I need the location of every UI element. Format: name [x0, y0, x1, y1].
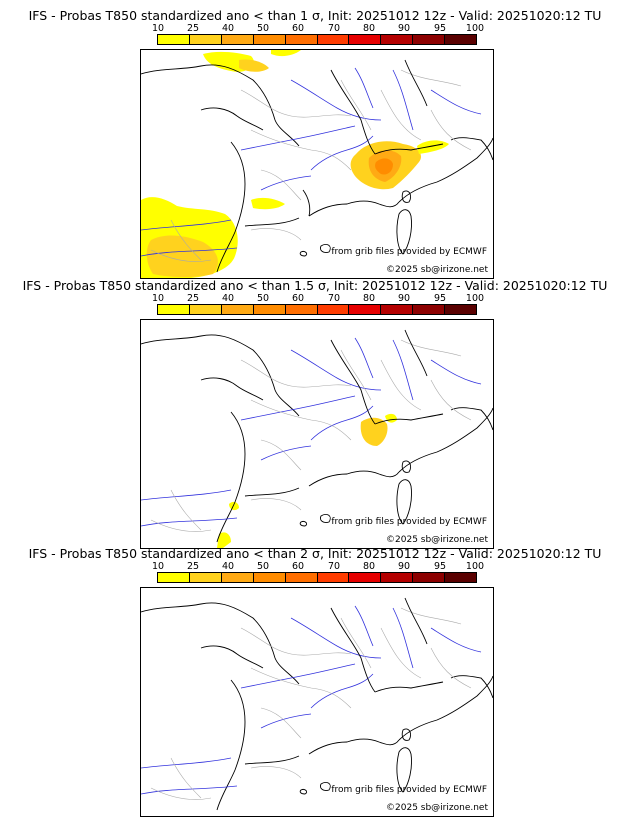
legend-tick: 100: [465, 561, 485, 572]
legend-tick: 80: [362, 293, 376, 304]
coastlines: [141, 334, 493, 543]
coastlines: [141, 64, 493, 273]
legend-tick: 10: [151, 23, 165, 34]
admin-borders: [150, 69, 472, 262]
legend-swatch: [285, 305, 318, 314]
legend-swatch: [445, 573, 477, 582]
legend-tick: 90: [397, 293, 411, 304]
legend-tick: 40: [221, 23, 235, 34]
admin-borders: [150, 339, 472, 532]
legend-swatch: [253, 305, 286, 314]
legend-swatch: [253, 573, 286, 582]
legend-tick: 90: [397, 561, 411, 572]
legend-tick: 10: [151, 561, 165, 572]
legend-swatch: [189, 305, 222, 314]
legend-swatch: [381, 305, 414, 314]
forecast-panel-2sigma: IFS - Probas T850 standardized ano < tha…: [0, 546, 630, 817]
coastlines: [141, 602, 493, 811]
legend-tick: 90: [397, 23, 411, 34]
legend-tick: 60: [291, 293, 305, 304]
legend-tick: 25: [186, 23, 200, 34]
legend-tick: 10: [151, 293, 165, 304]
legend-swatch: [445, 305, 477, 314]
panel-title: IFS - Probas T850 standardized ano < tha…: [22, 278, 608, 293]
legend-tick: 95: [433, 293, 447, 304]
forecast-panel-1-5sigma: IFS - Probas T850 standardized ano < tha…: [0, 278, 630, 549]
legend-tick: 95: [433, 561, 447, 572]
panel-title: IFS - Probas T850 standardized ano < tha…: [28, 8, 602, 23]
legend-swatch: [317, 305, 350, 314]
legend-tick-labels: 10 25 40 50 60 70 80 90 95 100: [152, 561, 484, 572]
legend-colorbar: [157, 34, 477, 45]
legend-swatch: [158, 305, 190, 314]
legend-swatch: [349, 305, 382, 314]
admin-borders: [150, 607, 472, 800]
legend-tick: 50: [256, 23, 270, 34]
legend-colorbar: [157, 304, 477, 315]
legend-tick: 95: [433, 23, 447, 34]
legend-tick: 40: [221, 561, 235, 572]
legend-colorbar: [157, 572, 477, 583]
probability-map: from grib files provided by ECMWF ©2025 …: [140, 587, 494, 817]
legend-tick: 80: [362, 23, 376, 34]
rivers: [141, 605, 482, 795]
panel-title: IFS - Probas T850 standardized ano < tha…: [28, 546, 602, 561]
legend-tick-labels: 10 25 40 50 60 70 80 90 95 100: [152, 293, 484, 304]
legend-tick: 100: [465, 293, 485, 304]
copyright: ©2025 sb@irizone.net: [386, 265, 488, 275]
map-graphic: [141, 329, 493, 548]
legend-tick: 100: [465, 23, 485, 34]
data-credit: from grib files provided by ECMWF: [331, 247, 487, 257]
legend-tick: 70: [327, 293, 341, 304]
legend-swatch: [317, 573, 350, 582]
probability-map: from grib files provided by ECMWF ©2025 …: [140, 49, 494, 279]
legend-swatch: [445, 35, 477, 44]
legend-swatch: [349, 35, 382, 44]
legend-tick: 25: [186, 561, 200, 572]
probability-areas: [141, 50, 449, 278]
legend-swatch: [317, 35, 350, 44]
legend-swatch: [413, 35, 446, 44]
probability-map: from grib files provided by ECMWF ©2025 …: [140, 319, 494, 549]
legend-tick: 40: [221, 293, 235, 304]
legend-swatch: [189, 35, 222, 44]
forecast-panel-1sigma: IFS - Probas T850 standardized ano < tha…: [0, 8, 630, 279]
legend-tick: 80: [362, 561, 376, 572]
copyright: ©2025 sb@irizone.net: [386, 535, 488, 545]
legend-tick: 60: [291, 23, 305, 34]
legend-tick: 70: [327, 23, 341, 34]
legend-tick: 70: [327, 561, 341, 572]
rivers: [141, 337, 482, 527]
legend-tick: 50: [256, 293, 270, 304]
country-borders: [244, 329, 444, 497]
legend-swatch: [189, 573, 222, 582]
map-graphic: [141, 50, 493, 278]
legend-tick: 25: [186, 293, 200, 304]
legend-swatch: [413, 305, 446, 314]
country-borders: [244, 59, 444, 227]
legend-tick: 60: [291, 561, 305, 572]
copyright: ©2025 sb@irizone.net: [386, 803, 488, 813]
probability-areas: [217, 413, 397, 548]
legend-swatch: [349, 573, 382, 582]
legend-swatch: [285, 35, 318, 44]
legend-swatch: [221, 573, 254, 582]
legend-swatch: [413, 573, 446, 582]
legend-swatch: [221, 305, 254, 314]
legend-swatch: [285, 573, 318, 582]
legend-swatch: [381, 35, 414, 44]
country-borders: [244, 597, 444, 765]
legend-swatch: [221, 35, 254, 44]
legend-swatch: [381, 573, 414, 582]
legend-swatch: [253, 35, 286, 44]
legend-tick: 50: [256, 561, 270, 572]
data-credit: from grib files provided by ECMWF: [331, 785, 487, 795]
legend-swatch: [158, 573, 190, 582]
map-graphic: [141, 597, 493, 811]
legend-swatch: [158, 35, 190, 44]
legend-tick-labels: 10 25 40 50 60 70 80 90 95 100: [152, 23, 484, 34]
data-credit: from grib files provided by ECMWF: [331, 517, 487, 527]
